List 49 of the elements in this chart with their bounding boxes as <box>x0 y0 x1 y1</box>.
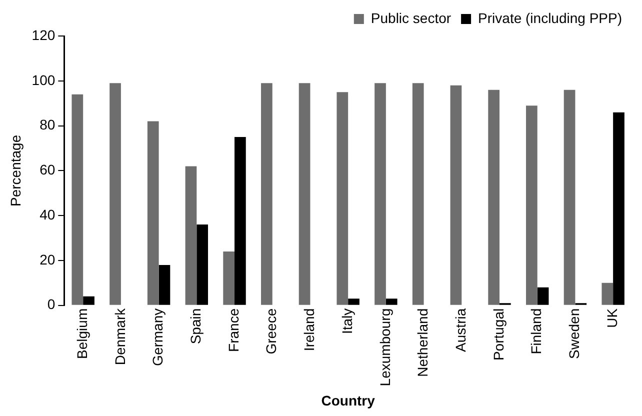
x-tick-label: Finland <box>528 308 544 354</box>
bar <box>336 92 348 305</box>
x-axis-title: Country <box>321 392 376 408</box>
y-axis-title: Percentage <box>7 134 24 206</box>
legend-label: Public sector <box>370 10 452 26</box>
bar <box>488 90 500 305</box>
bar <box>386 298 398 305</box>
bar <box>374 83 386 305</box>
x-tick-label: Sweden <box>566 308 582 359</box>
bar <box>196 224 208 305</box>
bar <box>613 112 624 305</box>
bar <box>110 83 121 305</box>
x-tick-label: Austria <box>452 308 469 352</box>
y-tick-label: 0 <box>47 296 56 312</box>
x-tick-label: Ireland <box>301 308 318 352</box>
bar <box>450 85 462 305</box>
bar <box>72 94 84 305</box>
x-tick-label: Spain <box>188 308 204 344</box>
x-tick-label: France <box>225 308 242 352</box>
x-tick-label: UK <box>604 308 620 328</box>
y-tick-label: 40 <box>40 206 56 222</box>
bar <box>602 282 614 305</box>
bar <box>564 90 576 305</box>
bar <box>185 166 197 305</box>
y-tick-label: 80 <box>40 116 56 133</box>
bar <box>234 137 246 305</box>
bar <box>526 106 538 305</box>
bar <box>83 296 94 305</box>
bar <box>147 121 159 305</box>
y-tick-label: 100 <box>32 72 56 88</box>
x-tick-label: Portugal <box>490 308 506 361</box>
bar <box>537 287 549 305</box>
x-tick-label: Germany <box>150 308 166 366</box>
bar <box>348 298 360 305</box>
bar <box>223 252 235 305</box>
bar <box>298 83 310 305</box>
x-tick-label: Belgium <box>74 308 90 359</box>
x-tick-label: Lexumbourg <box>376 308 393 386</box>
bar <box>261 83 272 305</box>
x-tick-label: Netherland <box>414 308 431 377</box>
y-tick-label: 60 <box>40 162 56 178</box>
x-tick-label: Denmark <box>112 307 128 366</box>
bar <box>158 264 170 305</box>
x-tick-label: Italy <box>338 308 355 334</box>
bar <box>412 83 424 305</box>
legend-label: Private (including PPP) <box>478 10 622 26</box>
y-tick-label: 20 <box>40 251 56 268</box>
y-tick-label: 120 <box>32 26 56 43</box>
x-tick-label: Greece <box>263 308 280 354</box>
